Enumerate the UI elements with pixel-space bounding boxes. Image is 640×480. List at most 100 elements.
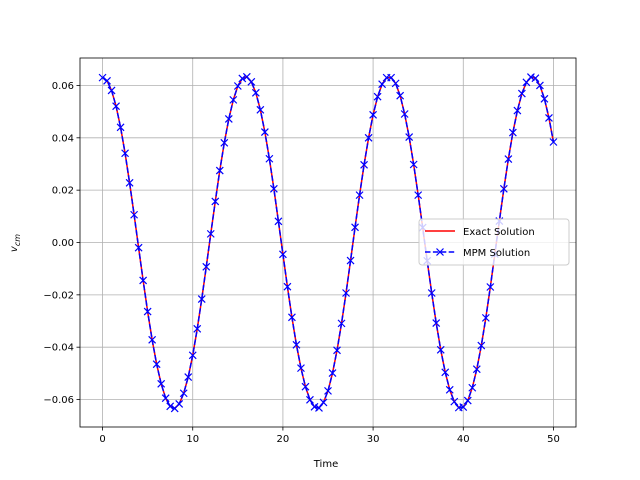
mpm-marker-point xyxy=(472,365,481,374)
mpm-marker-point xyxy=(224,115,233,123)
y-axis-label-sub: cm xyxy=(13,234,22,246)
mpm-marker-point xyxy=(409,160,418,169)
mpm-marker-point xyxy=(301,382,310,391)
mpm-marker-point xyxy=(536,81,544,90)
mpm-marker-point xyxy=(427,289,436,297)
mpm-marker-point xyxy=(499,184,508,193)
mpm-marker-point xyxy=(288,313,296,322)
mpm-marker-point xyxy=(292,340,301,349)
mpm-marker-point xyxy=(161,394,170,403)
mpm-marker-point xyxy=(278,250,287,259)
mpm-marker-point xyxy=(369,110,378,119)
mpm-marker-point xyxy=(400,110,409,118)
mpm-marker-point xyxy=(337,319,346,328)
mpm-marker-point xyxy=(103,76,111,85)
mpm-marker-point xyxy=(414,191,423,200)
x-tick-label: 20 xyxy=(277,434,290,445)
mpm-marker-point xyxy=(477,341,486,350)
mpm-marker-point xyxy=(441,368,450,377)
mpm-marker-point xyxy=(355,191,364,200)
series-line-mpm-solution xyxy=(102,76,555,410)
legend-label-exact: Exact Solution xyxy=(463,227,535,238)
mpm-marker-point xyxy=(251,88,260,97)
y-tick-label: 0.02 xyxy=(52,186,74,197)
y-tick-label: 0.04 xyxy=(52,133,74,144)
mpm-marker-point xyxy=(360,160,368,169)
x-tick-label: 30 xyxy=(367,434,380,445)
y-tick-label: −0.02 xyxy=(43,290,74,301)
mpm-marker-point xyxy=(526,73,535,82)
mpm-marker-point xyxy=(184,373,193,381)
mpm-marker-point xyxy=(206,229,215,238)
mpm-marker-point xyxy=(373,92,382,101)
mpm-marker-point xyxy=(545,114,553,122)
mpm-marker-point xyxy=(531,74,540,83)
mpm-marker-point xyxy=(450,397,459,406)
mpm-marker-point xyxy=(229,95,238,104)
mpm-marker-point xyxy=(247,77,256,86)
mpm-marker-point xyxy=(238,74,247,83)
mpm-marker-point xyxy=(549,138,558,146)
x-tick-label: 50 xyxy=(547,434,560,445)
x-tick-label: 0 xyxy=(99,434,105,445)
mpm-marker-point xyxy=(265,154,274,163)
mpm-marker-point xyxy=(130,210,139,219)
mpm-marker-point xyxy=(274,217,283,226)
mpm-marker-point xyxy=(391,79,400,88)
mpm-marker-point xyxy=(508,128,517,137)
mpm-marker-point xyxy=(211,197,220,206)
mpm-marker-point xyxy=(148,335,157,344)
mpm-marker-point xyxy=(112,102,120,111)
mpm-marker-point xyxy=(328,369,337,378)
mpm-marker-point xyxy=(193,324,202,333)
mpm-marker-point xyxy=(125,178,134,187)
y-axis-label-main: v xyxy=(9,245,20,252)
mpm-marker-point xyxy=(202,262,211,271)
series-layer xyxy=(98,72,558,413)
mpm-marker-point xyxy=(152,360,161,369)
mpm-marker-point xyxy=(175,400,184,408)
mpm-marker-point xyxy=(256,105,265,114)
mpm-marker-point xyxy=(215,166,224,175)
mpm-marker-point xyxy=(504,155,513,163)
mpm-marker-point xyxy=(306,395,314,404)
mpm-marker-point xyxy=(459,403,468,412)
mpm-marker-point xyxy=(319,398,328,407)
mpm-marker-point xyxy=(297,364,305,373)
mpm-marker-point xyxy=(436,345,445,354)
mpm-marker-point xyxy=(121,149,130,158)
y-tick-label: −0.06 xyxy=(43,395,74,406)
mpm-marker-point xyxy=(179,389,188,398)
mpm-marker-point xyxy=(378,80,387,89)
mpm-marker-point xyxy=(387,73,396,82)
mpm-marker-point xyxy=(346,256,355,265)
mpm-marker-point xyxy=(324,386,332,395)
y-axis-label: vcm xyxy=(9,234,22,252)
mpm-marker-point xyxy=(134,243,143,252)
x-axis-ticks: 0 10 20 30 40 50 xyxy=(99,427,560,445)
mpm-marker-point xyxy=(220,138,229,147)
legend-box xyxy=(418,218,570,266)
mpm-marker-point xyxy=(143,307,152,316)
legend-label-mpm: MPM Solution xyxy=(463,248,530,259)
mpm-marker-point xyxy=(260,128,269,136)
mpm-marker-point xyxy=(333,346,341,355)
mpm-marker-point xyxy=(157,379,166,388)
mpm-marker-point xyxy=(166,402,175,411)
mpm-marker-point xyxy=(107,86,116,95)
legend: Exact Solution MPM Solution xyxy=(418,218,570,266)
y-tick-label: −0.04 xyxy=(43,343,74,354)
mpm-marker-point xyxy=(269,184,278,193)
mpm-marker-point xyxy=(432,319,441,328)
legend-marker-mpm xyxy=(436,248,444,256)
mpm-marker-point xyxy=(351,223,359,232)
mpm-marker-point xyxy=(116,123,125,132)
x-tick-label: 40 xyxy=(457,434,470,445)
mpm-marker-point xyxy=(486,283,495,291)
x-axis-label: Time xyxy=(313,459,338,470)
y-tick-label: 0.00 xyxy=(52,238,74,249)
mpm-marker-point xyxy=(283,282,292,291)
mpm-marker-point xyxy=(342,289,350,297)
mpm-marker-point xyxy=(364,133,373,142)
mpm-marker-point xyxy=(463,396,472,405)
